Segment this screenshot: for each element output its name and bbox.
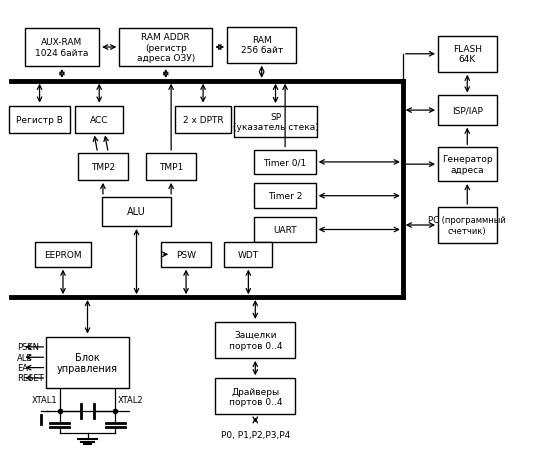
Text: SP
(указатель стека): SP (указатель стека): [233, 112, 318, 132]
Bar: [438, 96, 497, 125]
Bar: [227, 28, 296, 64]
Bar: [438, 37, 497, 73]
Text: EA: EA: [17, 364, 28, 372]
Text: FLASH
64K: FLASH 64K: [453, 45, 482, 64]
Bar: [215, 322, 295, 358]
Text: WDT: WDT: [238, 250, 259, 259]
Text: UART: UART: [273, 226, 297, 235]
Text: Генератор
адреса: Генератор адреса: [442, 155, 492, 175]
Bar: [77, 153, 128, 180]
Bar: [255, 218, 316, 242]
Text: PC (программный
счетчик): PC (программный счетчик): [428, 216, 506, 235]
Bar: [102, 198, 171, 226]
Text: Блок
управления: Блок управления: [57, 352, 118, 373]
Bar: [161, 242, 211, 267]
Text: EEPROM: EEPROM: [44, 250, 82, 259]
Text: ACC: ACC: [90, 115, 108, 124]
Bar: [75, 106, 123, 133]
Bar: [255, 150, 316, 175]
Text: Защелки
портов 0..4: Защелки портов 0..4: [229, 331, 282, 350]
Text: TMP1: TMP1: [159, 162, 183, 171]
Bar: [9, 106, 70, 133]
Bar: [35, 242, 91, 267]
Text: 2 x DPTR: 2 x DPTR: [183, 115, 223, 124]
Text: TMP2: TMP2: [91, 162, 115, 171]
Text: Timer 0/1: Timer 0/1: [263, 158, 307, 167]
Text: Драйверы
портов 0..4: Драйверы портов 0..4: [229, 387, 282, 406]
Bar: [119, 29, 213, 67]
Text: XTAL1: XTAL1: [32, 395, 57, 404]
Bar: [215, 378, 295, 414]
Bar: [146, 153, 197, 180]
Bar: [25, 29, 99, 67]
Text: PSW: PSW: [176, 250, 196, 259]
Text: ALU: ALU: [127, 207, 146, 217]
Bar: [46, 337, 129, 388]
Text: ALE: ALE: [17, 353, 33, 362]
Text: AUX-RAM
1024 байта: AUX-RAM 1024 байта: [35, 38, 89, 58]
Text: P0, P1,P2,P3,P4: P0, P1,P2,P3,P4: [221, 430, 290, 439]
Bar: [438, 148, 497, 182]
Text: Timer 2: Timer 2: [268, 192, 302, 201]
Text: ISP/IAP: ISP/IAP: [452, 106, 483, 115]
Bar: [255, 184, 316, 209]
Text: RAM ADDR
(регистр
адреса ОЗУ): RAM ADDR (регистр адреса ОЗУ): [137, 33, 195, 63]
Bar: [234, 107, 317, 138]
Text: XTAL2: XTAL2: [118, 395, 144, 404]
Bar: [438, 207, 497, 244]
Text: PSEN: PSEN: [17, 343, 39, 352]
Text: RESET: RESET: [17, 374, 44, 382]
Text: Регистр B: Регистр B: [16, 115, 63, 124]
Bar: [175, 106, 231, 133]
Text: RAM
256 байт: RAM 256 байт: [240, 36, 283, 55]
Bar: [224, 242, 272, 267]
